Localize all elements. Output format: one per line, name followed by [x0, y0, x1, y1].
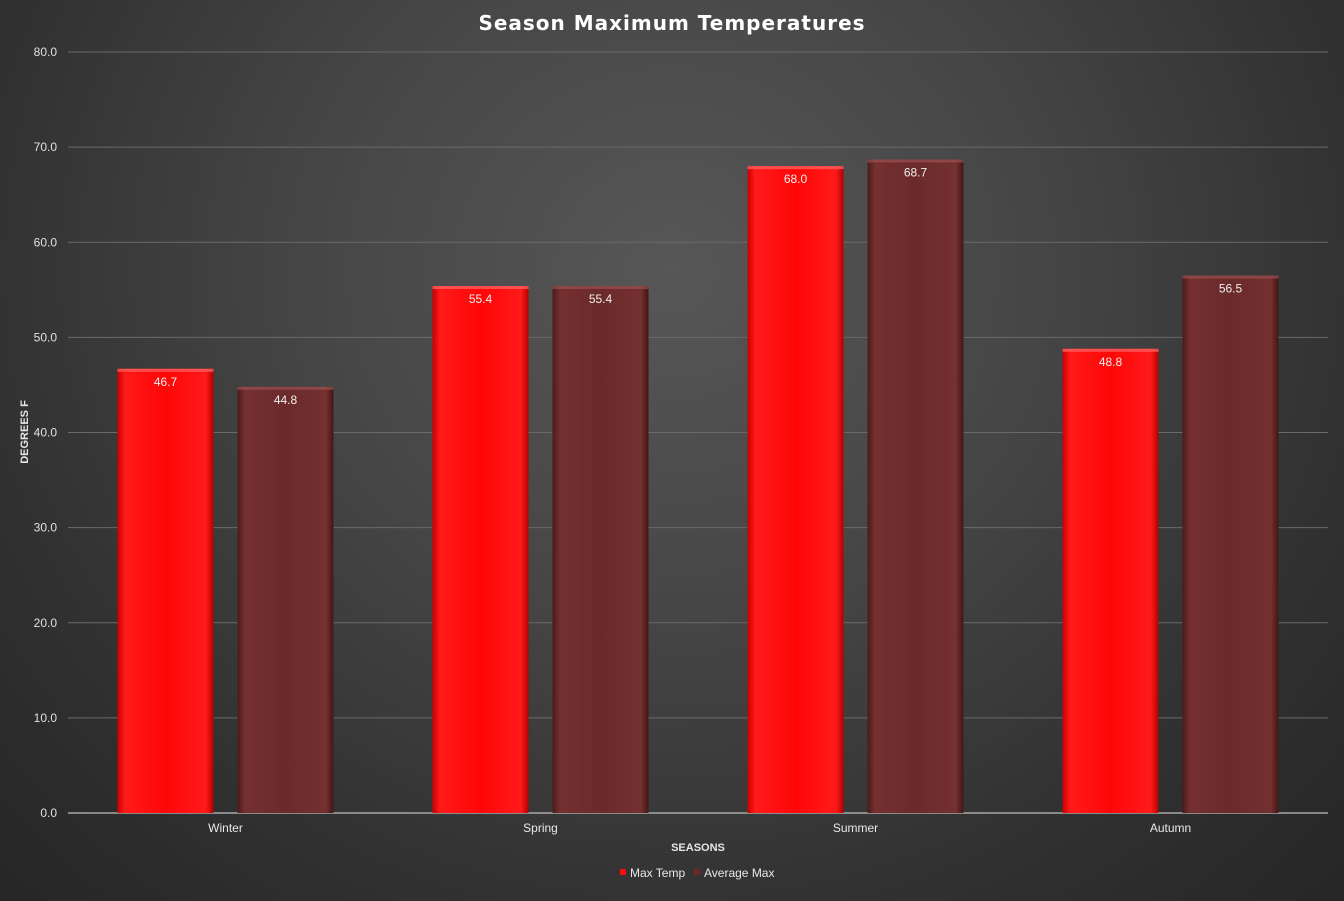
data-label: 68.0	[784, 172, 808, 186]
bar-average-max	[1182, 275, 1279, 813]
bar-top-highlight	[1182, 275, 1279, 279]
bar-max-temp	[117, 368, 214, 813]
data-label: 55.4	[589, 292, 613, 306]
data-label: 48.8	[1099, 355, 1123, 369]
data-labels: 46.7 44.8 55.4 55.4 68.0 68.7 48.8 56.5	[154, 165, 1243, 406]
y-tick-label: 40.0	[34, 426, 58, 440]
bar-max-temp	[1062, 348, 1159, 813]
legend-label: Average Max	[704, 866, 774, 880]
x-axis-categories: Winter Spring Summer Autumn	[208, 821, 1191, 835]
bar-top-highlight	[117, 368, 214, 372]
bars	[117, 159, 1279, 813]
x-axis-title: SEASONS	[671, 842, 725, 854]
bar-average-max	[552, 286, 649, 813]
legend-swatch	[620, 869, 626, 875]
data-label: 44.8	[274, 393, 298, 407]
bar-top-highlight	[432, 286, 529, 290]
y-tick-label: 30.0	[34, 521, 58, 535]
y-axis-ticks: 0.0 10.0 20.0 30.0 40.0 50.0 60.0 70.0 80.0	[34, 45, 58, 820]
y-tick-label: 20.0	[34, 616, 58, 630]
y-tick-label: 0.0	[40, 806, 57, 820]
legend-swatch	[694, 869, 700, 875]
y-tick-label: 50.0	[34, 330, 58, 344]
x-tick-label: Spring	[523, 821, 558, 835]
data-label: 46.7	[154, 375, 178, 389]
chart-title: Season Maximum Temperatures	[478, 11, 865, 35]
data-label: 56.5	[1219, 282, 1243, 296]
legend-label: Max Temp	[630, 866, 685, 880]
y-tick-label: 10.0	[34, 711, 58, 725]
data-label: 68.7	[904, 165, 928, 179]
bar-top-highlight	[237, 386, 334, 390]
bar-top-highlight	[1062, 348, 1159, 352]
y-axis-title: DEGREES F	[19, 400, 31, 464]
bar-max-temp	[747, 166, 844, 813]
y-tick-label: 80.0	[34, 45, 58, 59]
legend: Max Temp Average Max	[620, 866, 774, 880]
bar-average-max	[867, 159, 964, 813]
bar-max-temp	[432, 286, 529, 813]
bar-top-highlight	[867, 159, 964, 163]
data-label: 55.4	[469, 292, 493, 306]
x-tick-label: Winter	[208, 821, 243, 835]
y-tick-label: 60.0	[34, 235, 58, 249]
bar-average-max	[237, 386, 334, 813]
x-tick-label: Autumn	[1150, 821, 1191, 835]
bar-top-highlight	[747, 166, 844, 170]
bar-top-highlight	[552, 286, 649, 290]
x-tick-label: Summer	[833, 821, 878, 835]
y-tick-label: 70.0	[34, 140, 58, 154]
